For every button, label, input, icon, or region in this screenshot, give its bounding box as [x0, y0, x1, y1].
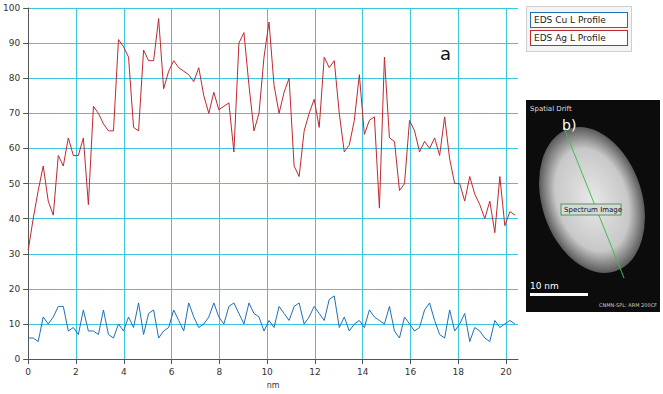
svg-text:10 nm: 10 nm — [530, 281, 559, 291]
svg-text:nm: nm — [267, 381, 280, 390]
html-text:EDS Cu L Profile: EDS Cu L Profile — [534, 15, 606, 25]
svg-text:20: 20 — [9, 284, 21, 294]
svg-text:40: 40 — [9, 214, 21, 224]
svg-text:20: 20 — [500, 367, 512, 377]
svg-text:a: a — [440, 43, 451, 64]
svg-text:12: 12 — [309, 367, 320, 377]
svg-text:14: 14 — [357, 367, 369, 377]
svg-text:0: 0 — [25, 367, 31, 377]
svg-text:2: 2 — [73, 367, 79, 377]
svg-text:10: 10 — [9, 319, 21, 329]
svg-text:60: 60 — [9, 143, 21, 153]
svg-text:b): b) — [562, 117, 576, 133]
svg-text:100: 100 — [3, 3, 20, 13]
svg-text:90: 90 — [9, 38, 21, 48]
html-text:EDS Ag L Profile: EDS Ag L Profile — [534, 33, 606, 43]
svg-text:0: 0 — [14, 354, 20, 364]
svg-text:Spatial Drift: Spatial Drift — [530, 105, 572, 113]
svg-text:CNMN-SPL: ARM 200CF: CNMN-SPL: ARM 200CF — [599, 302, 657, 308]
svg-text:30: 30 — [9, 249, 21, 259]
svg-text:80: 80 — [9, 73, 21, 83]
svg-text:16: 16 — [405, 367, 417, 377]
svg-text:4: 4 — [121, 367, 127, 377]
svg-text:6: 6 — [169, 367, 175, 377]
svg-text:50: 50 — [9, 179, 21, 189]
svg-text:8: 8 — [216, 367, 222, 377]
svg-text:18: 18 — [453, 367, 465, 377]
svg-text:70: 70 — [9, 108, 21, 118]
svg-text:Spectrum Image: Spectrum Image — [564, 206, 622, 214]
svg-text:10: 10 — [261, 367, 273, 377]
